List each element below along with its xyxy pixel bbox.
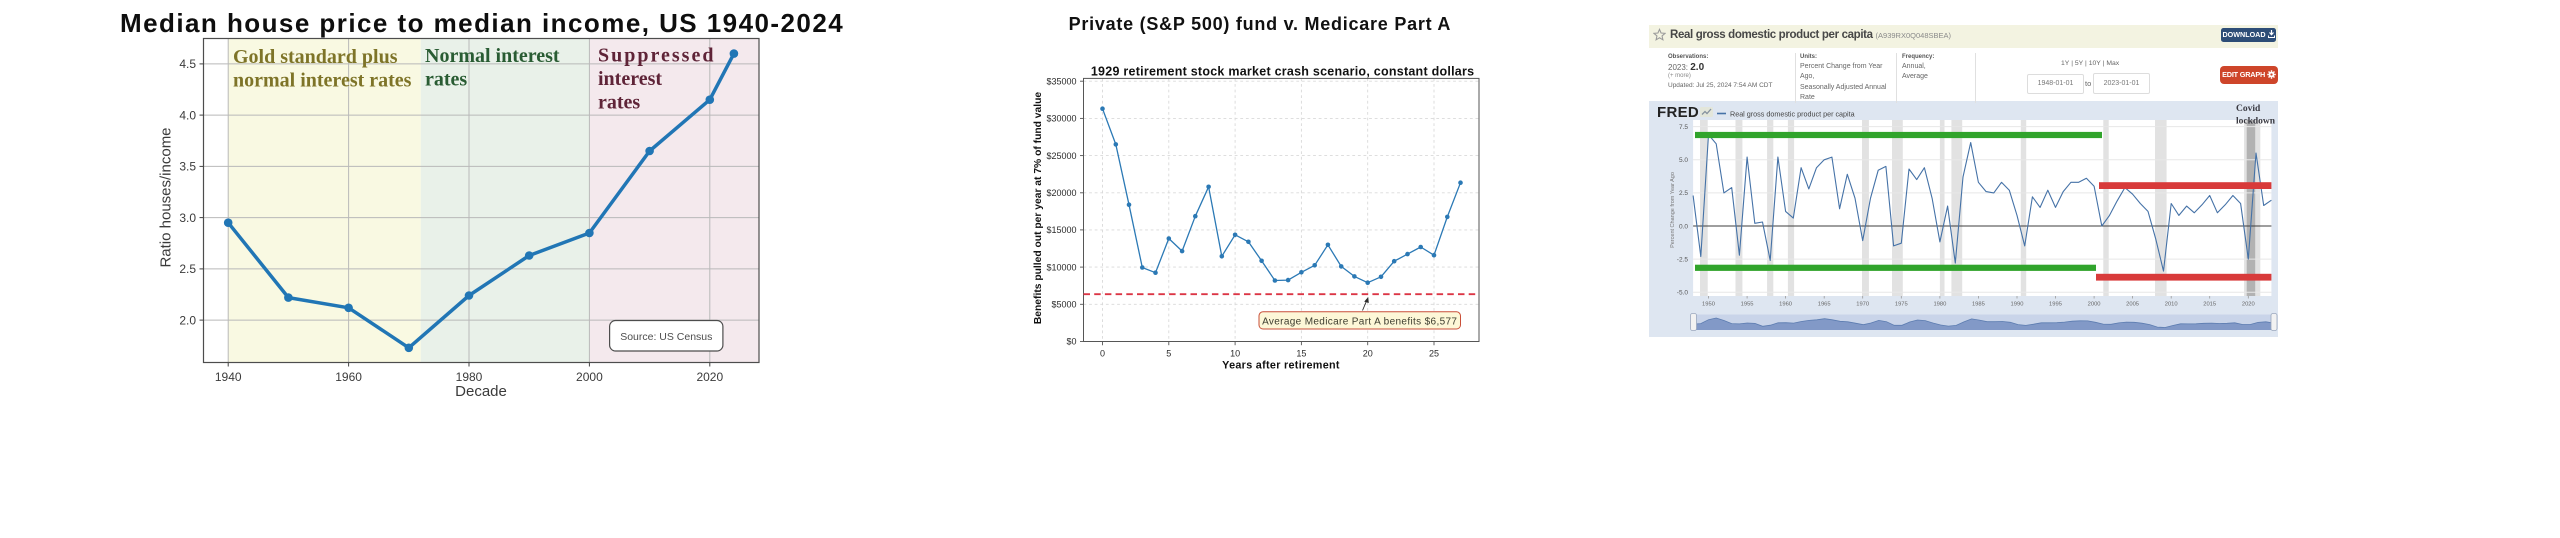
svg-text:2.5: 2.5 bbox=[1679, 190, 1688, 197]
svg-text:$20000: $20000 bbox=[1046, 188, 1076, 198]
svg-text:1965: 1965 bbox=[1818, 302, 1831, 308]
svg-text:1990: 1990 bbox=[2011, 302, 2024, 308]
svg-text:1985: 1985 bbox=[1972, 302, 1985, 308]
svg-text:20: 20 bbox=[1363, 349, 1373, 359]
svg-text:FRED: FRED bbox=[1657, 104, 1699, 121]
svg-text:Gold standard plus: Gold standard plus bbox=[233, 46, 398, 68]
svg-text:1975: 1975 bbox=[1895, 302, 1908, 308]
svg-text:Years after retirement: Years after retirement bbox=[1222, 360, 1340, 372]
svg-text:2000: 2000 bbox=[576, 370, 603, 384]
svg-text:rates: rates bbox=[425, 69, 467, 91]
svg-text:1995: 1995 bbox=[2049, 302, 2062, 308]
svg-text:Source: US Census: Source: US Census bbox=[620, 331, 712, 343]
svg-text:1970: 1970 bbox=[1856, 302, 1869, 308]
svg-text:2020: 2020 bbox=[2242, 302, 2255, 308]
svg-text:5.0: 5.0 bbox=[1679, 157, 1688, 164]
svg-text:$15000: $15000 bbox=[1046, 225, 1076, 235]
svg-text:15: 15 bbox=[1296, 349, 1306, 359]
svg-text:10: 10 bbox=[1230, 349, 1240, 359]
svg-text:interest: interest bbox=[598, 68, 662, 90]
svg-text:Average Medicare Part A benefi: Average Medicare Part A benefits $6,577 bbox=[1262, 316, 1457, 327]
svg-text:1940: 1940 bbox=[215, 370, 242, 384]
svg-text:2.5: 2.5 bbox=[179, 262, 196, 276]
svg-text:3.0: 3.0 bbox=[179, 211, 196, 225]
svg-text:2020: 2020 bbox=[696, 370, 723, 384]
svg-text:4.0: 4.0 bbox=[179, 108, 196, 122]
svg-text:4.5: 4.5 bbox=[179, 57, 196, 71]
svg-text:Covid: Covid bbox=[2236, 104, 2261, 114]
svg-text:$0: $0 bbox=[1066, 337, 1076, 347]
svg-text:1929 retirement stock market c: 1929 retirement stock market crash scena… bbox=[1091, 65, 1474, 79]
svg-text:Ratio houses/income: Ratio houses/income bbox=[158, 127, 175, 267]
svg-text:Suppressed: Suppressed bbox=[598, 45, 715, 67]
svg-text:Private (S&P 500) fund v. Medi: Private (S&P 500) fund v. Medicare Part … bbox=[1069, 14, 1452, 34]
svg-text:1950: 1950 bbox=[1702, 302, 1715, 308]
svg-text:lockdown: lockdown bbox=[2236, 117, 2276, 127]
svg-text:Decade: Decade bbox=[455, 383, 507, 400]
svg-text:7.5: 7.5 bbox=[1679, 124, 1688, 131]
svg-text:1980: 1980 bbox=[1933, 302, 1946, 308]
svg-text:0: 0 bbox=[1100, 349, 1105, 359]
svg-text:Median house price to median i: Median house price to median income, US … bbox=[120, 8, 844, 38]
svg-text:-2.5: -2.5 bbox=[1677, 256, 1689, 263]
svg-text:3.5: 3.5 bbox=[179, 160, 196, 174]
svg-text:1960: 1960 bbox=[335, 370, 362, 384]
svg-text:-5.0: -5.0 bbox=[1677, 290, 1689, 297]
svg-text:Normal interest: Normal interest bbox=[425, 45, 560, 67]
svg-text:0.0: 0.0 bbox=[1679, 223, 1688, 230]
svg-text:25: 25 bbox=[1429, 349, 1439, 359]
svg-text:$5000: $5000 bbox=[1051, 300, 1076, 310]
svg-text:Percent Change from Year Ago: Percent Change from Year Ago bbox=[1670, 172, 1676, 248]
svg-text:rates: rates bbox=[598, 92, 640, 114]
svg-text:Benefits pulled out per year a: Benefits pulled out per year at 7% of fu… bbox=[1033, 92, 1044, 325]
svg-text:2015: 2015 bbox=[2203, 302, 2216, 308]
svg-text:2010: 2010 bbox=[2165, 302, 2178, 308]
svg-text:$30000: $30000 bbox=[1046, 114, 1076, 124]
svg-text:1960: 1960 bbox=[1779, 302, 1792, 308]
svg-text:2.0: 2.0 bbox=[179, 313, 196, 327]
svg-text:1980: 1980 bbox=[456, 370, 483, 384]
svg-text:2005: 2005 bbox=[2126, 302, 2139, 308]
svg-text:1955: 1955 bbox=[1741, 302, 1754, 308]
svg-text:2000: 2000 bbox=[2088, 302, 2101, 308]
svg-text:$10000: $10000 bbox=[1046, 262, 1076, 272]
svg-text:Real gross domestic product pe: Real gross domestic product per capita bbox=[1730, 110, 1855, 119]
svg-text:$25000: $25000 bbox=[1046, 151, 1076, 161]
svg-text:$35000: $35000 bbox=[1046, 76, 1076, 86]
svg-text:normal interest rates: normal interest rates bbox=[233, 70, 412, 92]
svg-text:5: 5 bbox=[1166, 349, 1171, 359]
